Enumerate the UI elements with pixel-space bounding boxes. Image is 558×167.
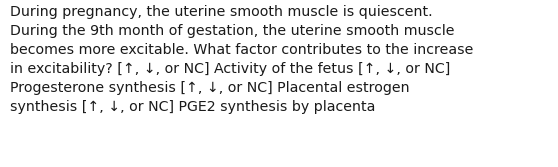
Text: During pregnancy, the uterine smooth muscle is quiescent.
During the 9th month o: During pregnancy, the uterine smooth mus…: [10, 5, 473, 114]
